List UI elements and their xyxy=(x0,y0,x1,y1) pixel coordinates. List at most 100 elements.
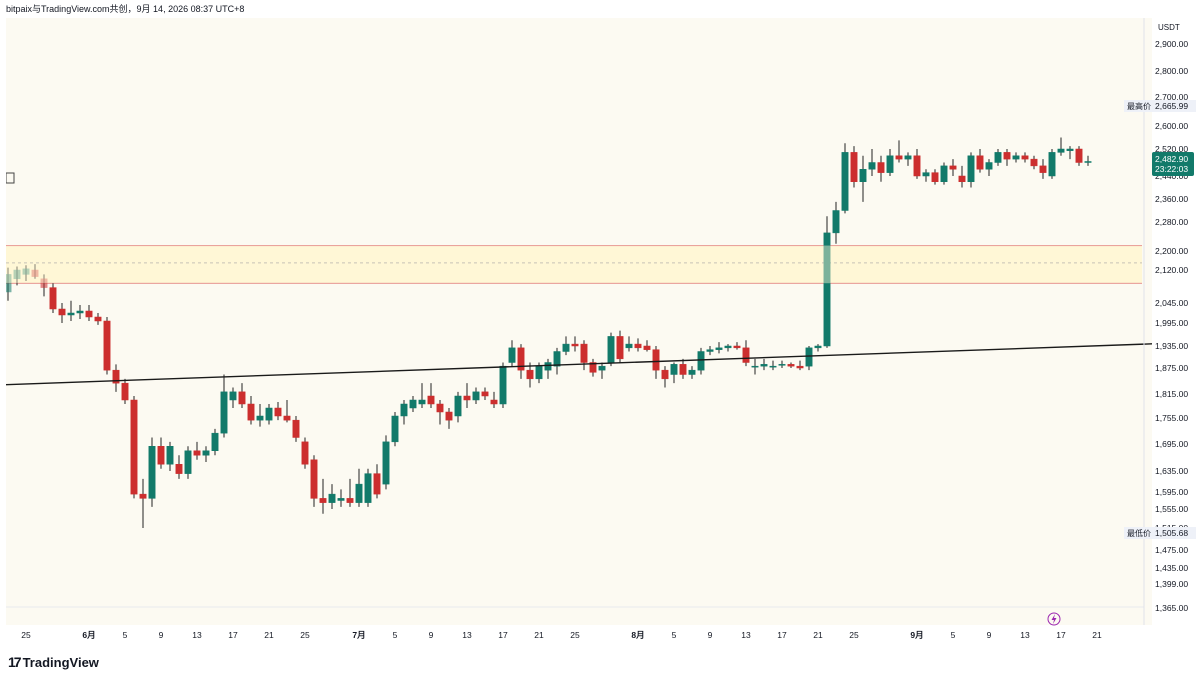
candle-body xyxy=(715,347,723,350)
candle-body xyxy=(184,450,192,474)
candle-body xyxy=(859,169,867,182)
candle-body xyxy=(67,312,75,316)
candle-body xyxy=(841,152,849,211)
price-tick-label: 1,755.00 xyxy=(1155,413,1188,423)
candle-body xyxy=(292,419,300,438)
candle-body xyxy=(823,232,831,347)
candle-body xyxy=(472,391,480,401)
price-tick-label: 1,995.00 xyxy=(1155,318,1188,328)
candle-body xyxy=(958,175,966,182)
time-tick-label: 25 xyxy=(570,630,580,640)
price-tick-label: 1,365.00 xyxy=(1155,603,1188,613)
candle-body xyxy=(391,415,399,443)
candle-body xyxy=(805,347,813,367)
candle-body xyxy=(643,345,651,350)
price-tick-label: 2,440.00 xyxy=(1155,171,1188,181)
last-price-value: 2,482.90 xyxy=(1155,154,1188,164)
candle-body xyxy=(553,351,561,367)
chart-area[interactable] xyxy=(6,18,1152,625)
candle-body xyxy=(382,441,390,485)
price-tick-label: 1,435.00 xyxy=(1155,563,1188,573)
candle-body xyxy=(94,316,102,322)
candle-body xyxy=(877,162,885,173)
price-tick-label: 1,515.00 xyxy=(1155,523,1188,533)
candle-body xyxy=(283,415,291,421)
candle-body xyxy=(481,391,489,397)
time-tick-label: 9 xyxy=(159,630,164,640)
trendline xyxy=(6,343,1152,386)
price-tick-label: 2,520.00 xyxy=(1155,144,1188,154)
price-tick-label: 1,635.00 xyxy=(1155,466,1188,476)
price-tick-label: 1,399.00 xyxy=(1155,579,1188,589)
lowest-price-value: 1,505.68 xyxy=(1155,528,1188,538)
candle-body xyxy=(517,347,525,371)
candle-body xyxy=(688,369,696,375)
tradingview-brand: TradingView xyxy=(22,654,99,670)
time-tick-label: 21 xyxy=(264,630,274,640)
candle-body xyxy=(634,343,642,349)
candle-body xyxy=(247,403,255,421)
candlestick-chart[interactable] xyxy=(6,18,1152,625)
candle-body xyxy=(373,473,381,495)
candle-body xyxy=(202,450,210,456)
candle-body xyxy=(778,364,786,366)
candle-body xyxy=(328,493,336,503)
candle-body xyxy=(166,446,174,465)
candle-body xyxy=(1003,152,1011,160)
price-tick-label: 2,900.00 xyxy=(1155,39,1188,49)
candle-body xyxy=(1066,148,1074,151)
candle-body xyxy=(409,399,417,409)
time-tick-label: 25 xyxy=(300,630,310,640)
price-tick-label: 2,700.00 xyxy=(1155,92,1188,102)
candle-body xyxy=(112,369,120,384)
caption-text: bitpaix与TradingView.com共创，9月 14, 2026 08… xyxy=(6,4,245,14)
candle-body xyxy=(319,498,327,503)
candle-body xyxy=(508,347,516,363)
candle-body xyxy=(49,287,57,310)
candle-body xyxy=(985,162,993,170)
candle-body xyxy=(1075,148,1083,163)
candle-body xyxy=(679,364,687,375)
highest-price-value: 2,665.99 xyxy=(1155,101,1188,111)
tradingview-logo[interactable]: 17 TradingView xyxy=(8,654,99,670)
candle-body xyxy=(760,364,768,367)
time-tick-label: 6月 xyxy=(82,630,95,640)
candle-body xyxy=(148,446,156,499)
candle-body xyxy=(220,391,228,434)
price-tick-label: 1,815.00 xyxy=(1155,389,1188,399)
candle-body xyxy=(274,407,282,417)
candle-body xyxy=(904,155,912,160)
price-tick-label: 2,045.00 xyxy=(1155,298,1188,308)
bar-countdown: 23:22:03 xyxy=(1155,164,1188,174)
time-tick-label: 21 xyxy=(1092,630,1102,640)
time-tick-label: 21 xyxy=(813,630,823,640)
candle-body xyxy=(1021,155,1029,160)
candle-body xyxy=(265,407,273,421)
candle-body xyxy=(436,403,444,413)
candle-body xyxy=(814,345,822,349)
candle-body xyxy=(58,308,66,316)
time-tick-label: 9月 xyxy=(910,630,923,640)
time-tick-label: 21 xyxy=(534,630,544,640)
candle-body xyxy=(1030,158,1038,167)
candle-body xyxy=(535,365,543,380)
time-tick-label: 5 xyxy=(672,630,677,640)
candle-body xyxy=(652,349,660,371)
tradingview-logo-icon: 17 xyxy=(8,654,22,670)
drawing-marker xyxy=(6,172,15,184)
candle-body xyxy=(22,268,30,275)
candle-body xyxy=(238,391,246,405)
time-tick-label: 25 xyxy=(21,630,31,640)
price-tick-label: 1,555.00 xyxy=(1155,504,1188,514)
candle-body xyxy=(175,464,183,474)
candle-body xyxy=(454,395,462,417)
candle-body xyxy=(364,473,372,503)
candle-body xyxy=(670,364,678,375)
currency-label: USDT xyxy=(1158,23,1180,32)
candle-body xyxy=(706,349,714,352)
candle-body xyxy=(121,382,129,401)
candle-body xyxy=(1039,165,1047,173)
candle-body xyxy=(868,162,876,170)
candle-body xyxy=(787,364,795,367)
candle-body xyxy=(949,165,957,170)
